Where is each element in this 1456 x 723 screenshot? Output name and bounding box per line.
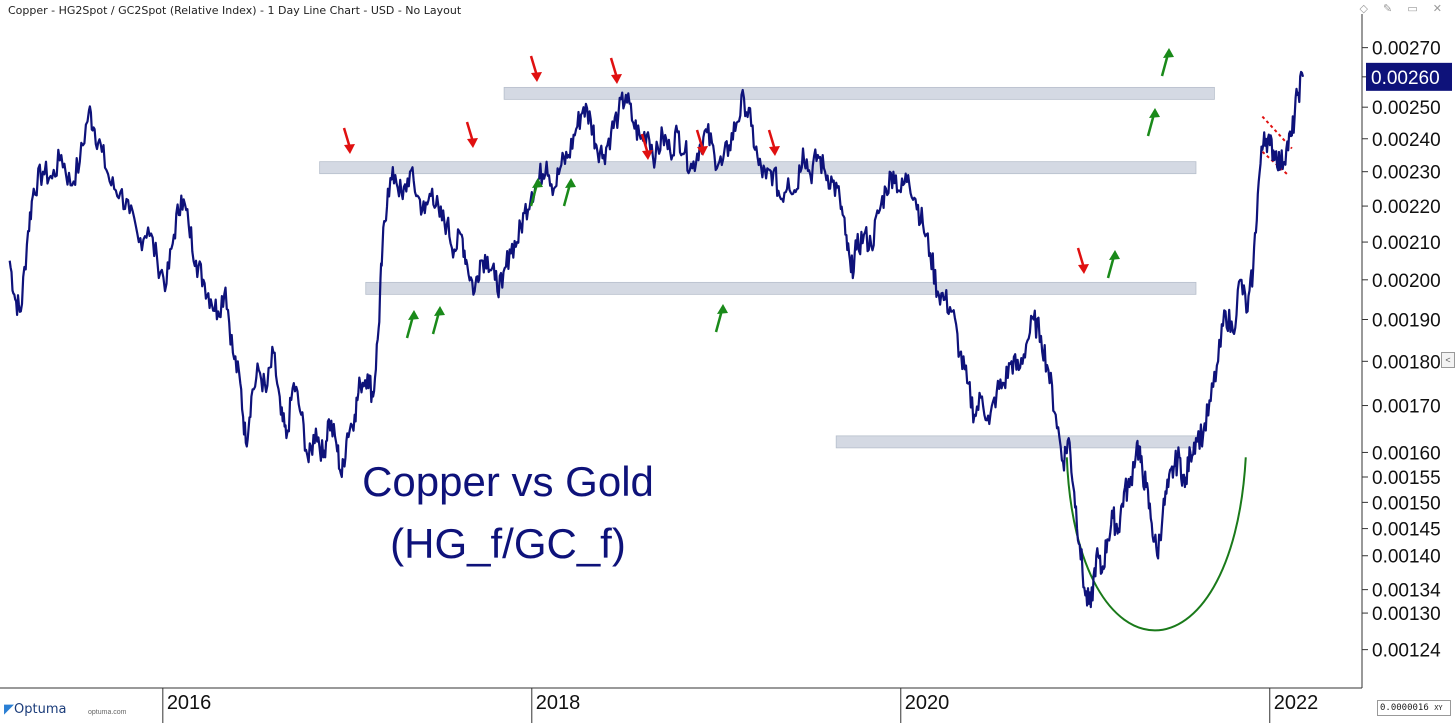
resistance-arrow-head	[611, 74, 622, 84]
y-tick-label: 0.00250	[1372, 98, 1441, 119]
xy-label: XY	[1434, 704, 1443, 712]
support-arrow-head	[434, 306, 445, 316]
support-arrow-head	[565, 178, 576, 188]
support-arrow	[1160, 48, 1174, 77]
support-arrow-shaft	[1160, 53, 1170, 77]
support-arrow-shaft	[405, 315, 415, 339]
support-arrow	[1106, 250, 1120, 279]
resistance-arrow	[1076, 247, 1089, 274]
y-tick-label: 0.00124	[1372, 641, 1441, 662]
support-arrow-head	[1109, 250, 1120, 260]
y-tick-label: 0.00130	[1372, 604, 1441, 625]
brand-url: optuma.com	[88, 709, 127, 716]
support-arrow-head	[1149, 108, 1160, 118]
scale-collapse-handle[interactable]: <	[1441, 352, 1455, 368]
support-arrow-shaft	[529, 183, 539, 207]
support-arrow-shaft	[431, 311, 441, 335]
resistance-arrow-head	[1078, 264, 1089, 274]
support-arrow-shaft	[562, 183, 572, 207]
x-tick-label: 2020	[905, 692, 950, 714]
y-tick-label: 0.00134	[1372, 581, 1441, 602]
last-value-badge	[1366, 62, 1452, 91]
last-value-label: 0.00260	[1371, 68, 1440, 89]
y-tick-label: 0.00220	[1372, 197, 1441, 218]
y-tick-label: 0.00190	[1372, 310, 1441, 331]
turn-arrows	[342, 48, 1174, 339]
y-tick-label: 0.00150	[1372, 493, 1441, 514]
chart-header-title: Copper - HG2Spot / GC2Spot (Relative Ind…	[8, 4, 462, 17]
price-bands	[319, 86, 1215, 449]
resistance-arrow-head	[467, 138, 478, 148]
resistance-arrow-head	[769, 146, 780, 156]
y-tick-label: 0.00170	[1372, 397, 1441, 418]
support-arrow	[529, 178, 543, 207]
x-tick-label: 2018	[536, 692, 581, 714]
support-arrow-head	[1163, 48, 1174, 58]
support-arrow-shaft	[1146, 113, 1156, 137]
y-tick-label: 0.00180	[1372, 352, 1441, 373]
resistance-arrow	[342, 127, 355, 154]
support-arrow	[1146, 108, 1160, 137]
resistance-arrow-head	[642, 150, 653, 160]
level-band	[835, 435, 1197, 449]
support-arrow	[714, 304, 728, 333]
support-arrow-head	[532, 178, 543, 188]
xy-readout[interactable]: 0.0000016 XY	[1377, 700, 1451, 716]
resistance-arrow	[767, 129, 780, 156]
support-arrow	[431, 306, 445, 335]
x-tick-label: 2016	[167, 692, 212, 714]
support-arrow-shaft	[714, 309, 724, 333]
y-tick-label: 0.00240	[1372, 130, 1441, 151]
support-arrow	[405, 310, 419, 339]
xy-value: 0.0000016	[1380, 703, 1429, 713]
resistance-arrow	[529, 55, 542, 82]
support-arrow-head	[408, 310, 419, 320]
brand-logo: ◤Optuma	[4, 702, 67, 717]
y-tick-label: 0.00270	[1372, 39, 1441, 60]
y-tick-label: 0.00200	[1372, 271, 1441, 292]
y-tick-label: 0.00160	[1372, 443, 1441, 464]
window-controls[interactable]: ◇ ✎ ▭ ✕	[1359, 3, 1448, 15]
level-band	[503, 86, 1215, 100]
chart-main-label: Copper vs Gold	[362, 458, 654, 505]
resistance-arrow	[465, 121, 478, 148]
support-arrow	[562, 178, 576, 207]
brand-name: Optuma	[14, 702, 67, 717]
resistance-arrow	[640, 133, 653, 160]
y-tick-label: 0.00140	[1372, 547, 1441, 568]
resistance-arrow	[609, 57, 622, 84]
price-line	[8, 70, 1305, 609]
y-tick-label: 0.00145	[1372, 520, 1441, 541]
resistance-arrow	[695, 129, 708, 156]
resistance-arrow-head	[344, 144, 355, 154]
resistance-arrow-head	[697, 146, 708, 156]
chart-sub-label: (HG_f/GC_f)	[390, 520, 626, 567]
support-arrow-shaft	[1106, 255, 1116, 279]
price-series	[8, 70, 1305, 609]
x-tick-label: 2022	[1274, 692, 1319, 714]
y-tick-label: 0.00230	[1372, 163, 1441, 184]
resistance-arrow-head	[531, 72, 542, 82]
axes: 0.00270 0.00260 0.00250 0.00240 0.00230 0.002…	[0, 14, 1452, 723]
level-band	[365, 281, 1197, 295]
support-arrow-head	[717, 304, 728, 314]
y-tick-label: 0.00210	[1372, 233, 1441, 254]
y-tick-label: 0.00155	[1372, 468, 1441, 489]
